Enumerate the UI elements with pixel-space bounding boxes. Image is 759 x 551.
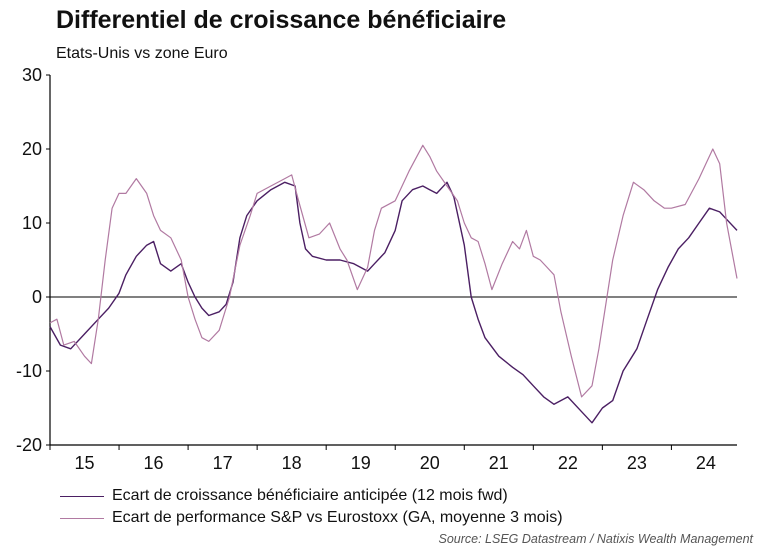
legend-swatch-series-2 bbox=[60, 517, 104, 519]
source-note: Source: LSEG Datastream / Natixis Wealth… bbox=[438, 532, 754, 546]
y-tick-label: 20 bbox=[22, 139, 42, 159]
x-tick-label: 15 bbox=[75, 453, 95, 473]
legend-item-series-1: Ecart de croissance bénéficiaire anticip… bbox=[60, 485, 563, 507]
x-tick-label: 23 bbox=[627, 453, 647, 473]
x-tick-label: 21 bbox=[489, 453, 509, 473]
x-tick-label: 19 bbox=[351, 453, 371, 473]
y-tick-label: -10 bbox=[16, 361, 42, 381]
y-tick-label: -20 bbox=[16, 435, 42, 455]
x-tick-label: 17 bbox=[213, 453, 233, 473]
legend-label-series-1: Ecart de croissance bénéficiaire anticip… bbox=[112, 487, 508, 504]
line-chart: 30 20 10 0 -10 -20 15 16 17 18 19 20 21 22 23 24 bbox=[16, 65, 738, 473]
x-tick-label: 18 bbox=[282, 453, 302, 473]
x-tick-label: 24 bbox=[696, 453, 716, 473]
chart-subtitle: Etats-Unis vs zone Euro bbox=[56, 45, 228, 62]
legend-item-series-2: Ecart de performance S&P vs Eurostoxx (G… bbox=[60, 507, 563, 529]
x-tick-label: 20 bbox=[420, 453, 440, 473]
series-line-1 bbox=[49, 181, 738, 424]
legend-swatch-series-1 bbox=[60, 495, 104, 497]
x-tick-label: 22 bbox=[558, 453, 578, 473]
legend-label-series-2: Ecart de performance S&P vs Eurostoxx (G… bbox=[112, 509, 563, 526]
y-tick-label: 30 bbox=[22, 65, 42, 85]
y-tick-label: 10 bbox=[22, 213, 42, 233]
x-tick-label: 16 bbox=[144, 453, 164, 473]
series-line-2 bbox=[49, 144, 738, 398]
y-tick-label: 0 bbox=[32, 287, 42, 307]
chart-title: Differentiel de croissance bénéficiaire bbox=[56, 6, 507, 34]
chart-legend: Ecart de croissance bénéficiaire anticip… bbox=[60, 485, 563, 529]
